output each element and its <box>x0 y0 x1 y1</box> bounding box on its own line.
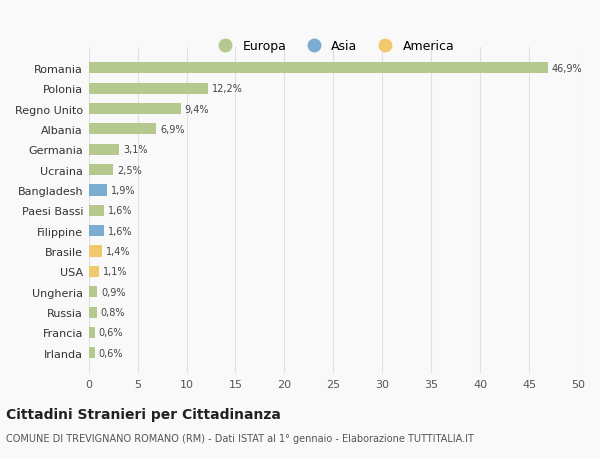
Text: COMUNE DI TREVIGNANO ROMANO (RM) - Dati ISTAT al 1° gennaio - Elaborazione TUTTI: COMUNE DI TREVIGNANO ROMANO (RM) - Dati … <box>6 433 474 442</box>
Bar <box>89 205 104 217</box>
Bar <box>89 266 100 277</box>
Text: 3,1%: 3,1% <box>123 145 148 155</box>
Text: Cittadini Stranieri per Cittadinanza: Cittadini Stranieri per Cittadinanza <box>6 407 281 421</box>
Bar <box>89 124 156 135</box>
Legend: Europa, Asia, America: Europa, Asia, America <box>208 35 459 58</box>
Bar <box>89 185 107 196</box>
Bar <box>89 84 208 95</box>
Text: 1,1%: 1,1% <box>103 267 128 277</box>
Text: 0,9%: 0,9% <box>101 287 126 297</box>
Text: 2,5%: 2,5% <box>117 165 142 175</box>
Bar <box>89 63 548 74</box>
Text: 1,9%: 1,9% <box>111 185 136 196</box>
Bar <box>89 144 119 156</box>
Text: 0,6%: 0,6% <box>98 328 123 338</box>
Bar <box>89 347 95 358</box>
Bar <box>89 246 103 257</box>
Bar <box>89 307 97 318</box>
Text: 6,9%: 6,9% <box>160 124 185 134</box>
Bar <box>89 165 113 176</box>
Text: 1,6%: 1,6% <box>108 206 133 216</box>
Bar <box>89 286 97 298</box>
Text: 46,9%: 46,9% <box>551 64 582 73</box>
Text: 0,8%: 0,8% <box>100 308 125 318</box>
Bar <box>89 225 104 237</box>
Bar <box>89 104 181 115</box>
Text: 0,6%: 0,6% <box>98 348 123 358</box>
Text: 1,4%: 1,4% <box>106 246 131 257</box>
Text: 9,4%: 9,4% <box>185 104 209 114</box>
Text: 12,2%: 12,2% <box>212 84 243 94</box>
Text: 1,6%: 1,6% <box>108 226 133 236</box>
Bar <box>89 327 95 338</box>
